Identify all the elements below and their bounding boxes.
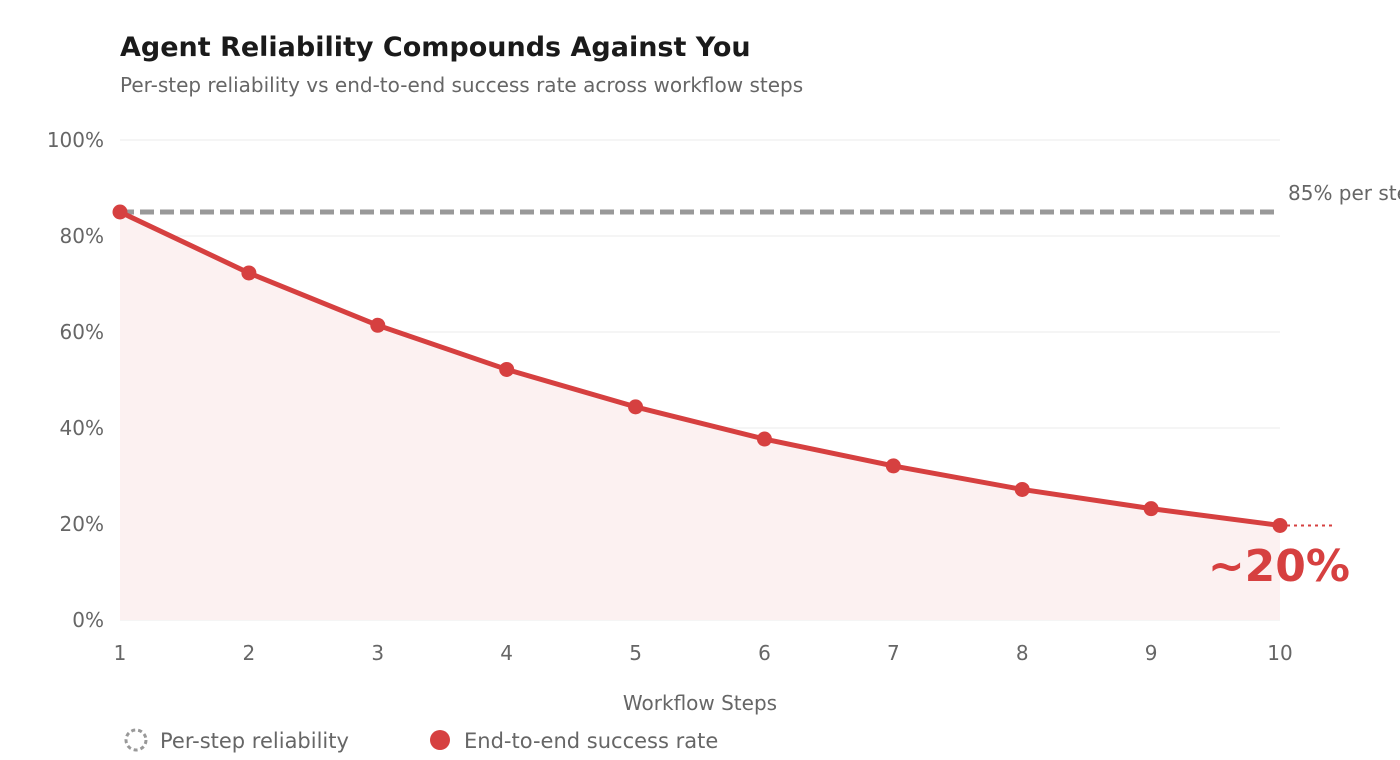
x-tick-label: 6 <box>758 641 771 665</box>
legend-per-step-label: Per-step reliability <box>160 729 349 753</box>
data-point <box>1143 501 1159 517</box>
data-point <box>628 399 644 415</box>
y-axis-ticks: 0% 20% 40% 60% 80% 100% <box>47 128 104 632</box>
legend: Per-step reliability End-to-end success … <box>124 728 718 753</box>
final-value-callout: ~20% <box>1208 541 1350 592</box>
end-to-end-success-line <box>117 209 1283 528</box>
x-tick-label: 10 <box>1267 641 1292 665</box>
end-to-end-area-fill <box>120 212 1280 620</box>
area-layer <box>120 212 1280 620</box>
y-tick-label: 100% <box>47 128 104 152</box>
y-tick-label: 40% <box>60 416 104 440</box>
x-tick-label: 8 <box>1016 641 1029 665</box>
x-tick-label: 3 <box>371 641 384 665</box>
chart-title: Agent Reliability Compounds Against You <box>120 32 751 63</box>
legend-end-to-end-marker <box>430 730 450 750</box>
legend-end-to-end-label: End-to-end success rate <box>464 729 718 753</box>
data-point <box>370 317 386 333</box>
x-tick-label: 5 <box>629 641 642 665</box>
y-tick-label: 80% <box>60 224 104 248</box>
data-point <box>1272 517 1288 533</box>
series-layer <box>112 204 1335 533</box>
y-tick-label: 20% <box>60 512 104 536</box>
x-tick-label: 2 <box>243 641 256 665</box>
legend-per-step-marker <box>124 728 148 752</box>
data-point <box>499 361 515 377</box>
x-tick-label: 1 <box>114 641 127 665</box>
x-axis-ticks: 1 2 3 4 5 6 7 8 9 10 <box>114 641 1293 665</box>
data-point <box>112 204 128 220</box>
data-point <box>885 458 901 474</box>
x-tick-label: 9 <box>1145 641 1158 665</box>
x-axis-label: Workflow Steps <box>623 691 777 715</box>
data-point <box>756 431 772 447</box>
data-point <box>241 265 257 281</box>
reference-line-label: 85% per step <box>1288 181 1400 205</box>
y-tick-label: 0% <box>72 608 104 632</box>
y-tick-label: 60% <box>60 320 104 344</box>
chart-subtitle: Per-step reliability vs end-to-end succe… <box>120 73 803 97</box>
x-tick-label: 7 <box>887 641 900 665</box>
data-point <box>1014 481 1030 497</box>
x-tick-label: 4 <box>500 641 513 665</box>
